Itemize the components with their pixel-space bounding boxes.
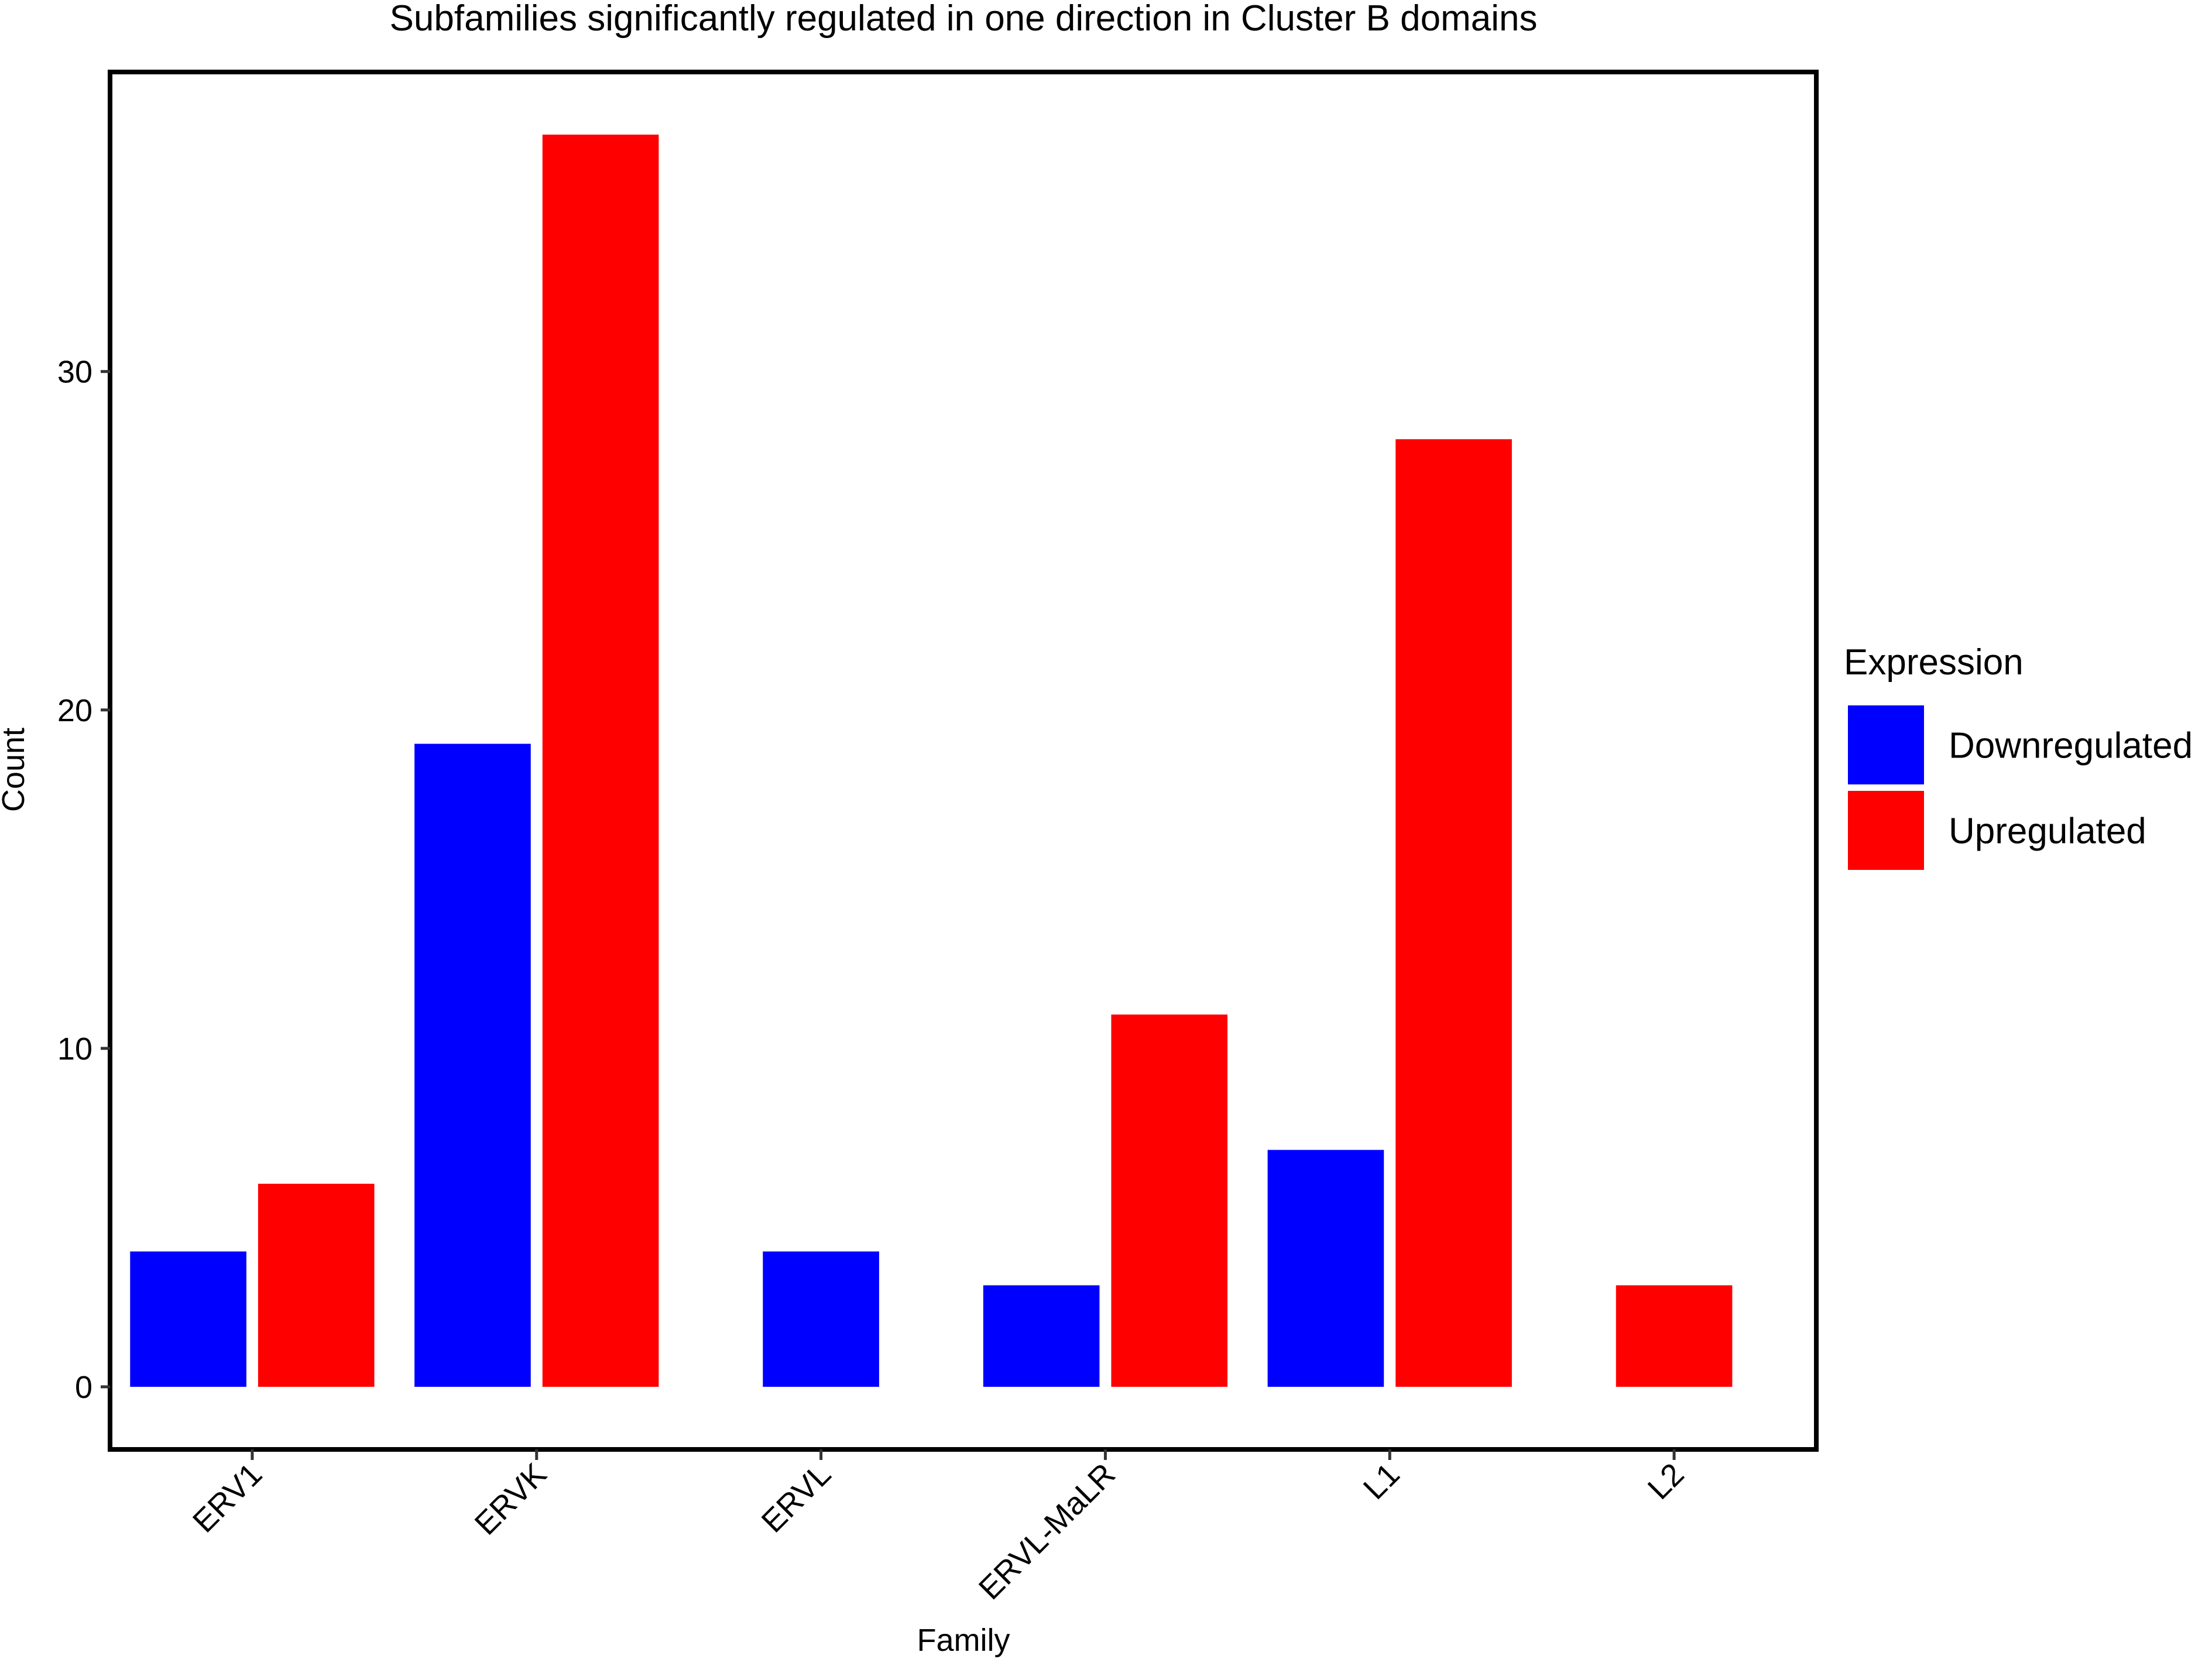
y-tick-label: 20 [57,693,92,728]
legend-title: Expression [1844,642,2024,683]
legend-key-downregulated [1848,705,1924,784]
plot-border [108,70,1819,1452]
bar-downregulated-ervl-malr [983,1285,1100,1387]
legend-items: Downregulated Upregulated [1848,705,2193,870]
bar-upregulated-ervk [542,134,659,1387]
legend-label-downregulated: Downregulated [1949,726,2193,766]
x-tick-label: ERVL-MaLR [972,1456,1122,1606]
bar-upregulated-l2 [1616,1285,1733,1387]
x-axis-title: Family [917,1623,1010,1658]
y-tick-label: 0 [75,1370,92,1405]
bar-downregulated-erv1 [130,1251,246,1387]
x-tick-label: L2 [1641,1456,1691,1506]
x-axis: ERV1 ERVK ERVL ERVL-MaLR L1 L2 [186,1449,1691,1606]
bar-upregulated-ervl-malr [1111,1014,1228,1387]
legend-label-upregulated: Upregulated [1949,811,2146,852]
y-axis-title: Count [0,728,31,812]
bar-upregulated-erv1 [258,1184,375,1387]
bar-downregulated-ervl [763,1251,879,1387]
x-tick-label: ERVL [755,1456,838,1539]
bar-downregulated-l1 [1267,1150,1384,1387]
chart-title: Subfamilies significantly regulated in o… [390,0,1538,39]
legend-key-upregulated [1848,791,1924,870]
x-tick-label: ERVK [468,1456,554,1542]
legend: Expression Downregulated Upregulated [1844,642,2193,870]
y-axis: 0 10 20 30 [57,355,110,1405]
bars-layer [130,134,1733,1387]
x-tick-label: ERV1 [186,1456,269,1539]
y-tick-label: 30 [57,355,92,390]
x-tick-label: L1 [1357,1456,1407,1506]
bar-downregulated-ervk [414,743,531,1387]
y-tick-label: 10 [57,1031,92,1067]
plot-area [108,70,1819,1452]
bar-upregulated-l1 [1395,439,1512,1387]
